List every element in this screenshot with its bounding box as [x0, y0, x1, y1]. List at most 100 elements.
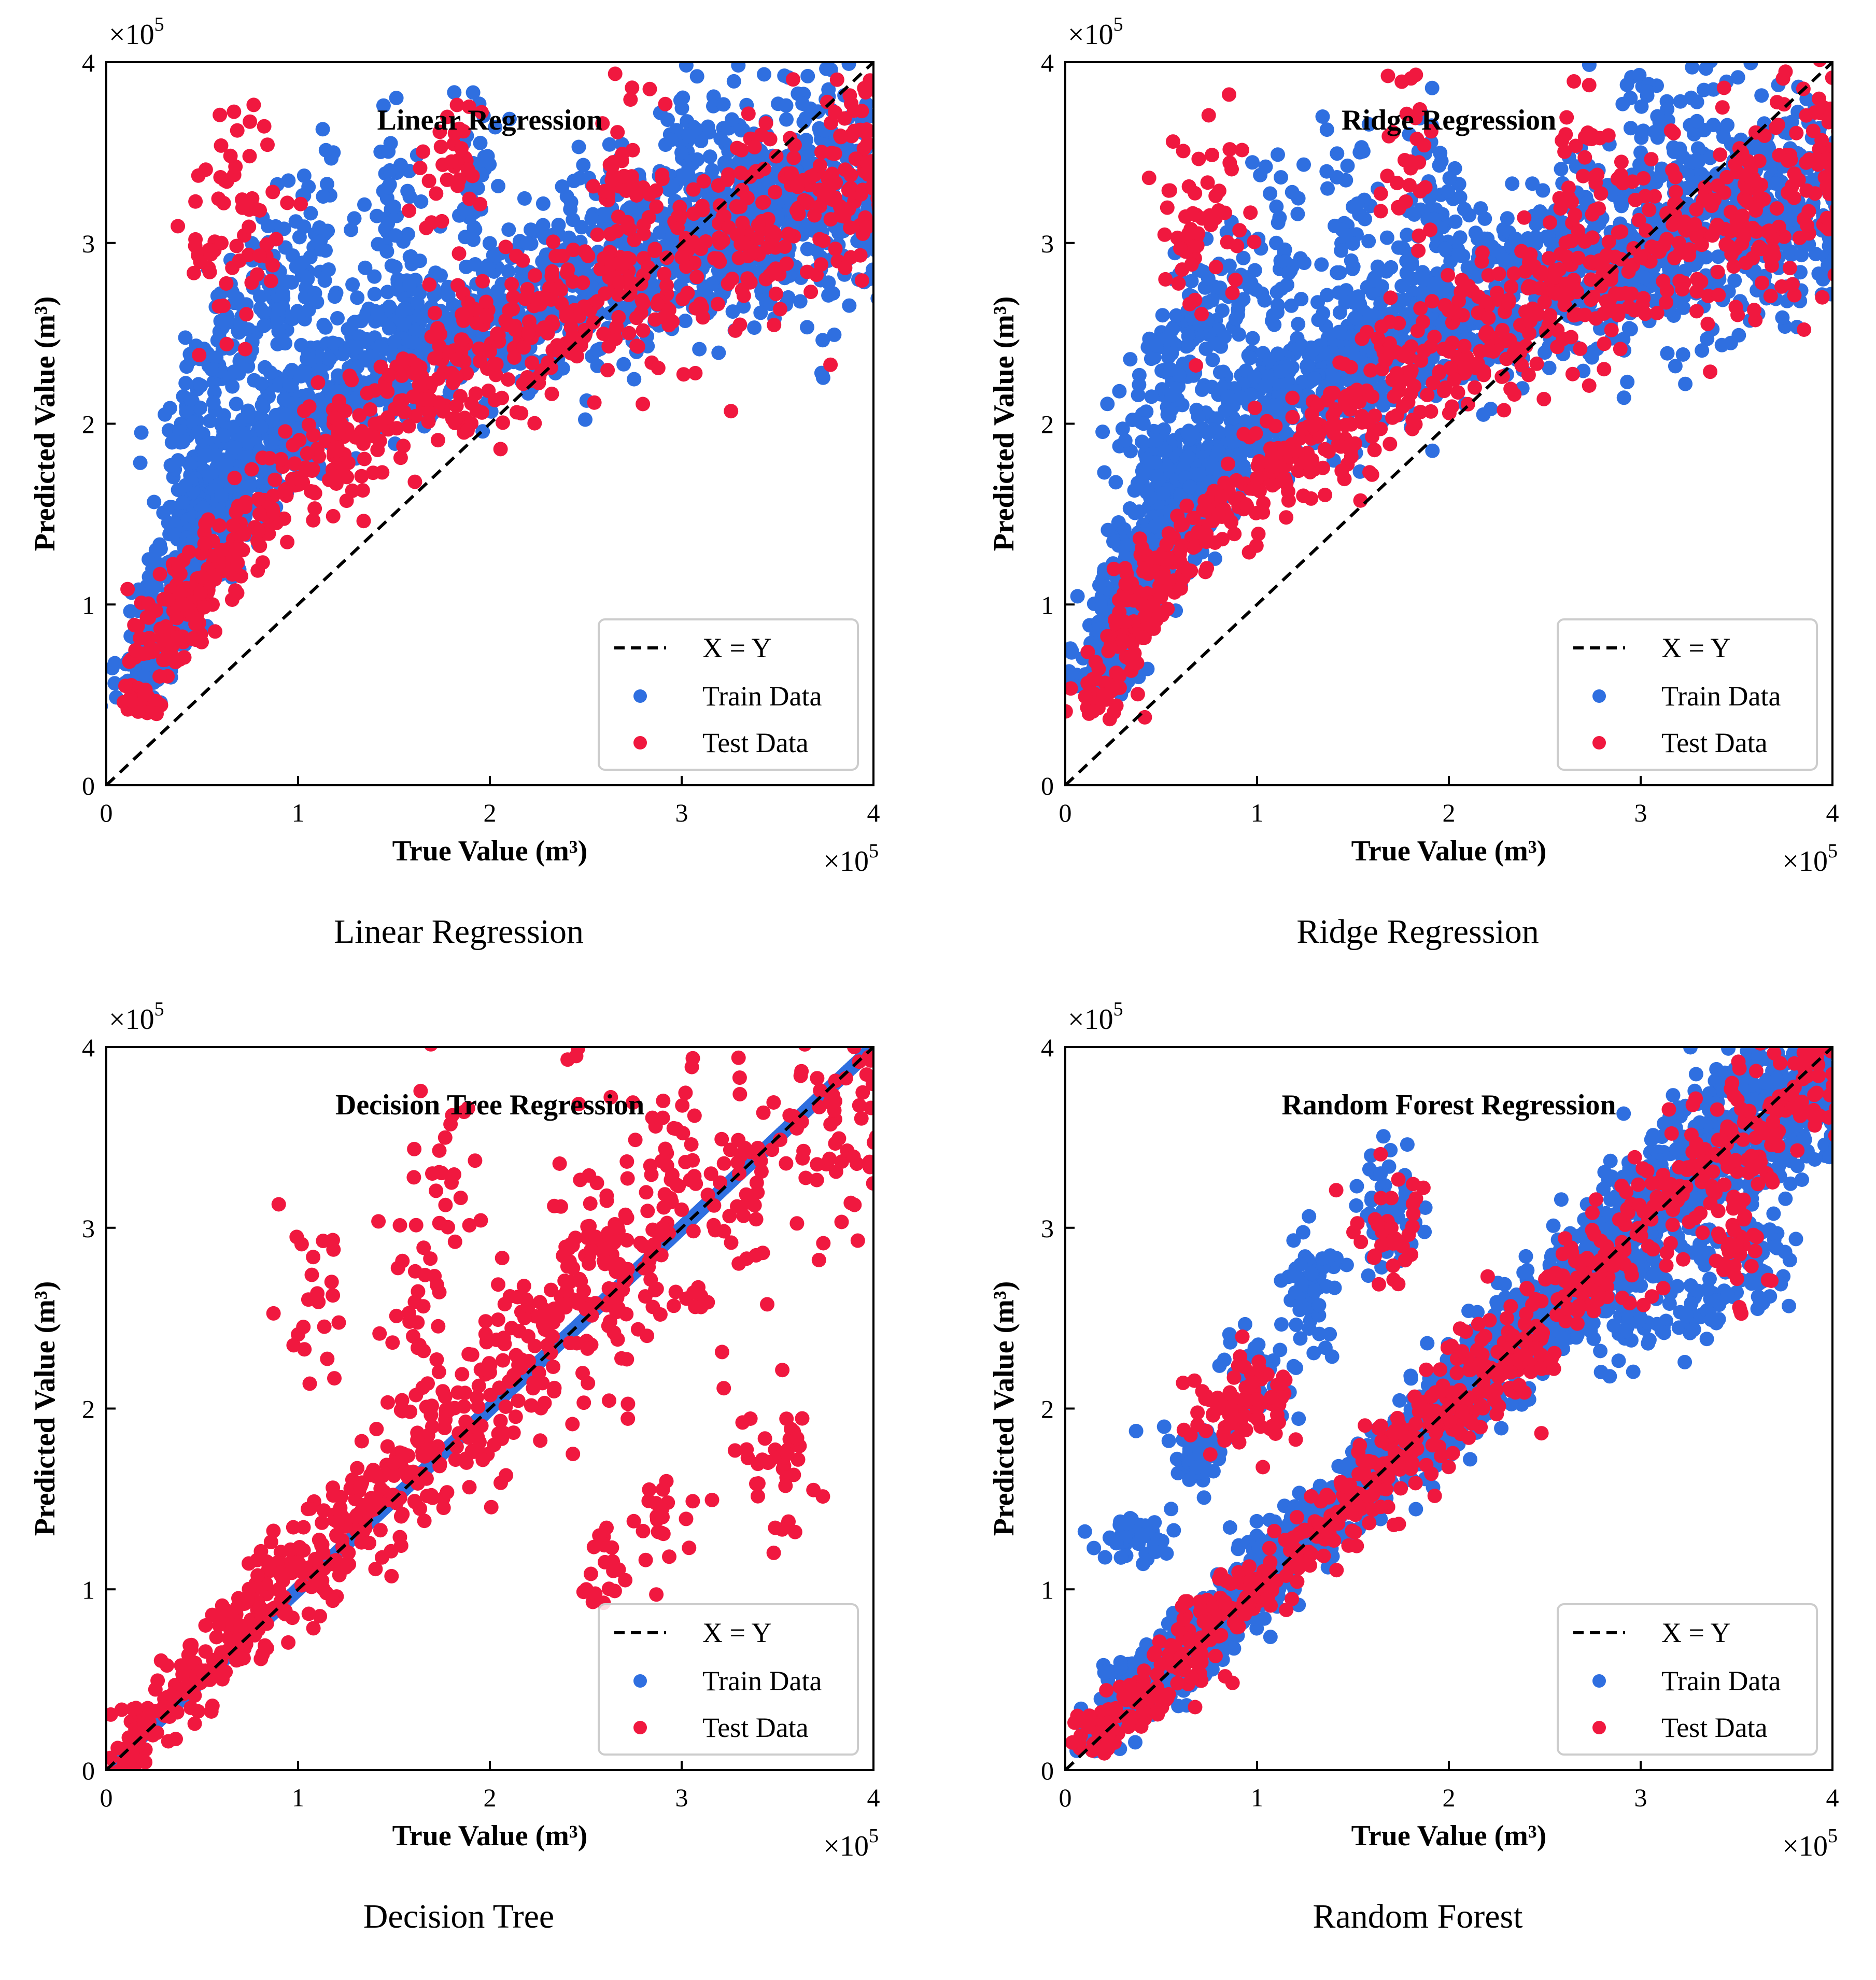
density-point — [223, 148, 238, 163]
density-point — [1838, 158, 1853, 172]
density-point — [859, 155, 873, 171]
density-point — [311, 375, 326, 390]
density-point — [242, 149, 257, 164]
density-point — [397, 301, 412, 316]
density-point — [472, 353, 487, 369]
density-point — [1271, 215, 1286, 230]
density-point — [1621, 321, 1637, 336]
density-point — [1331, 285, 1346, 300]
density-point — [747, 320, 762, 335]
density-point — [244, 275, 259, 290]
density-point — [882, 126, 897, 141]
density-point — [315, 122, 330, 137]
density-point — [239, 307, 254, 322]
density-point — [501, 372, 516, 387]
density-point — [686, 182, 701, 197]
density-point — [566, 243, 581, 258]
density-point — [1660, 346, 1675, 361]
density-point — [347, 211, 362, 226]
density-point — [123, 604, 138, 619]
density-point — [1791, 21, 1806, 36]
density-point — [193, 400, 208, 415]
density-point — [352, 408, 367, 423]
density-point — [658, 96, 673, 111]
density-point — [1442, 171, 1457, 186]
density-point — [824, 116, 839, 130]
density-point — [814, 145, 829, 160]
density-point — [241, 409, 256, 424]
density-point — [383, 163, 397, 178]
density-point — [326, 508, 341, 524]
density-point — [793, 294, 808, 309]
density-point — [876, 238, 891, 252]
density-point — [379, 244, 394, 259]
density-point — [587, 395, 602, 410]
density-point — [847, 103, 862, 118]
x-tick-label: 3 — [675, 798, 688, 827]
density-point — [430, 433, 445, 448]
density-point — [884, 177, 899, 192]
density-point — [270, 337, 285, 351]
density-point — [493, 442, 508, 457]
density-point — [731, 62, 746, 73]
density-point — [875, 207, 890, 221]
data-point — [252, 506, 267, 521]
data-point — [751, 217, 766, 232]
density-point — [1236, 250, 1251, 265]
density-point — [734, 143, 749, 158]
density-point — [854, 273, 869, 288]
density-point — [122, 654, 137, 669]
density-point — [803, 285, 819, 300]
density-point — [622, 326, 637, 341]
density-point — [300, 271, 315, 286]
density-point — [309, 294, 325, 309]
density-point — [396, 351, 411, 366]
density-point — [596, 327, 611, 341]
density-point — [252, 248, 267, 263]
density-point — [301, 417, 316, 432]
density-point — [893, 187, 908, 201]
density-point — [750, 62, 755, 63]
density-point — [167, 527, 182, 542]
density-point — [740, 271, 755, 286]
density-point — [429, 186, 444, 201]
density-point — [449, 399, 464, 414]
density-point — [252, 539, 267, 554]
density-point — [1212, 280, 1228, 295]
density-point — [280, 195, 295, 210]
density-point — [605, 168, 620, 182]
density-point — [1184, 274, 1199, 289]
density-point — [721, 220, 736, 235]
density-point — [326, 335, 341, 350]
density-point — [842, 88, 857, 103]
density-point — [181, 456, 196, 471]
density-point — [892, 158, 907, 173]
series-test-data — [116, 66, 908, 722]
density-point — [506, 289, 521, 304]
density-point — [741, 106, 756, 121]
density-point — [1101, 522, 1116, 538]
density-point — [306, 484, 321, 499]
density-point — [267, 472, 283, 487]
density-point — [133, 631, 148, 645]
density-point — [555, 248, 570, 263]
density-point — [617, 256, 632, 271]
density-point — [812, 199, 827, 214]
density-point — [1525, 176, 1540, 191]
density-point — [1112, 384, 1127, 399]
density-point — [229, 542, 244, 557]
density-point — [238, 342, 252, 357]
density-point — [1332, 305, 1347, 320]
density-point — [433, 327, 448, 342]
density-point — [623, 92, 638, 107]
density-point — [1532, 204, 1547, 219]
density-point — [515, 253, 530, 268]
density-point — [229, 238, 244, 253]
density-point — [841, 183, 856, 197]
density-point — [419, 220, 434, 235]
density-point — [1100, 397, 1115, 412]
density-point — [1108, 475, 1123, 490]
